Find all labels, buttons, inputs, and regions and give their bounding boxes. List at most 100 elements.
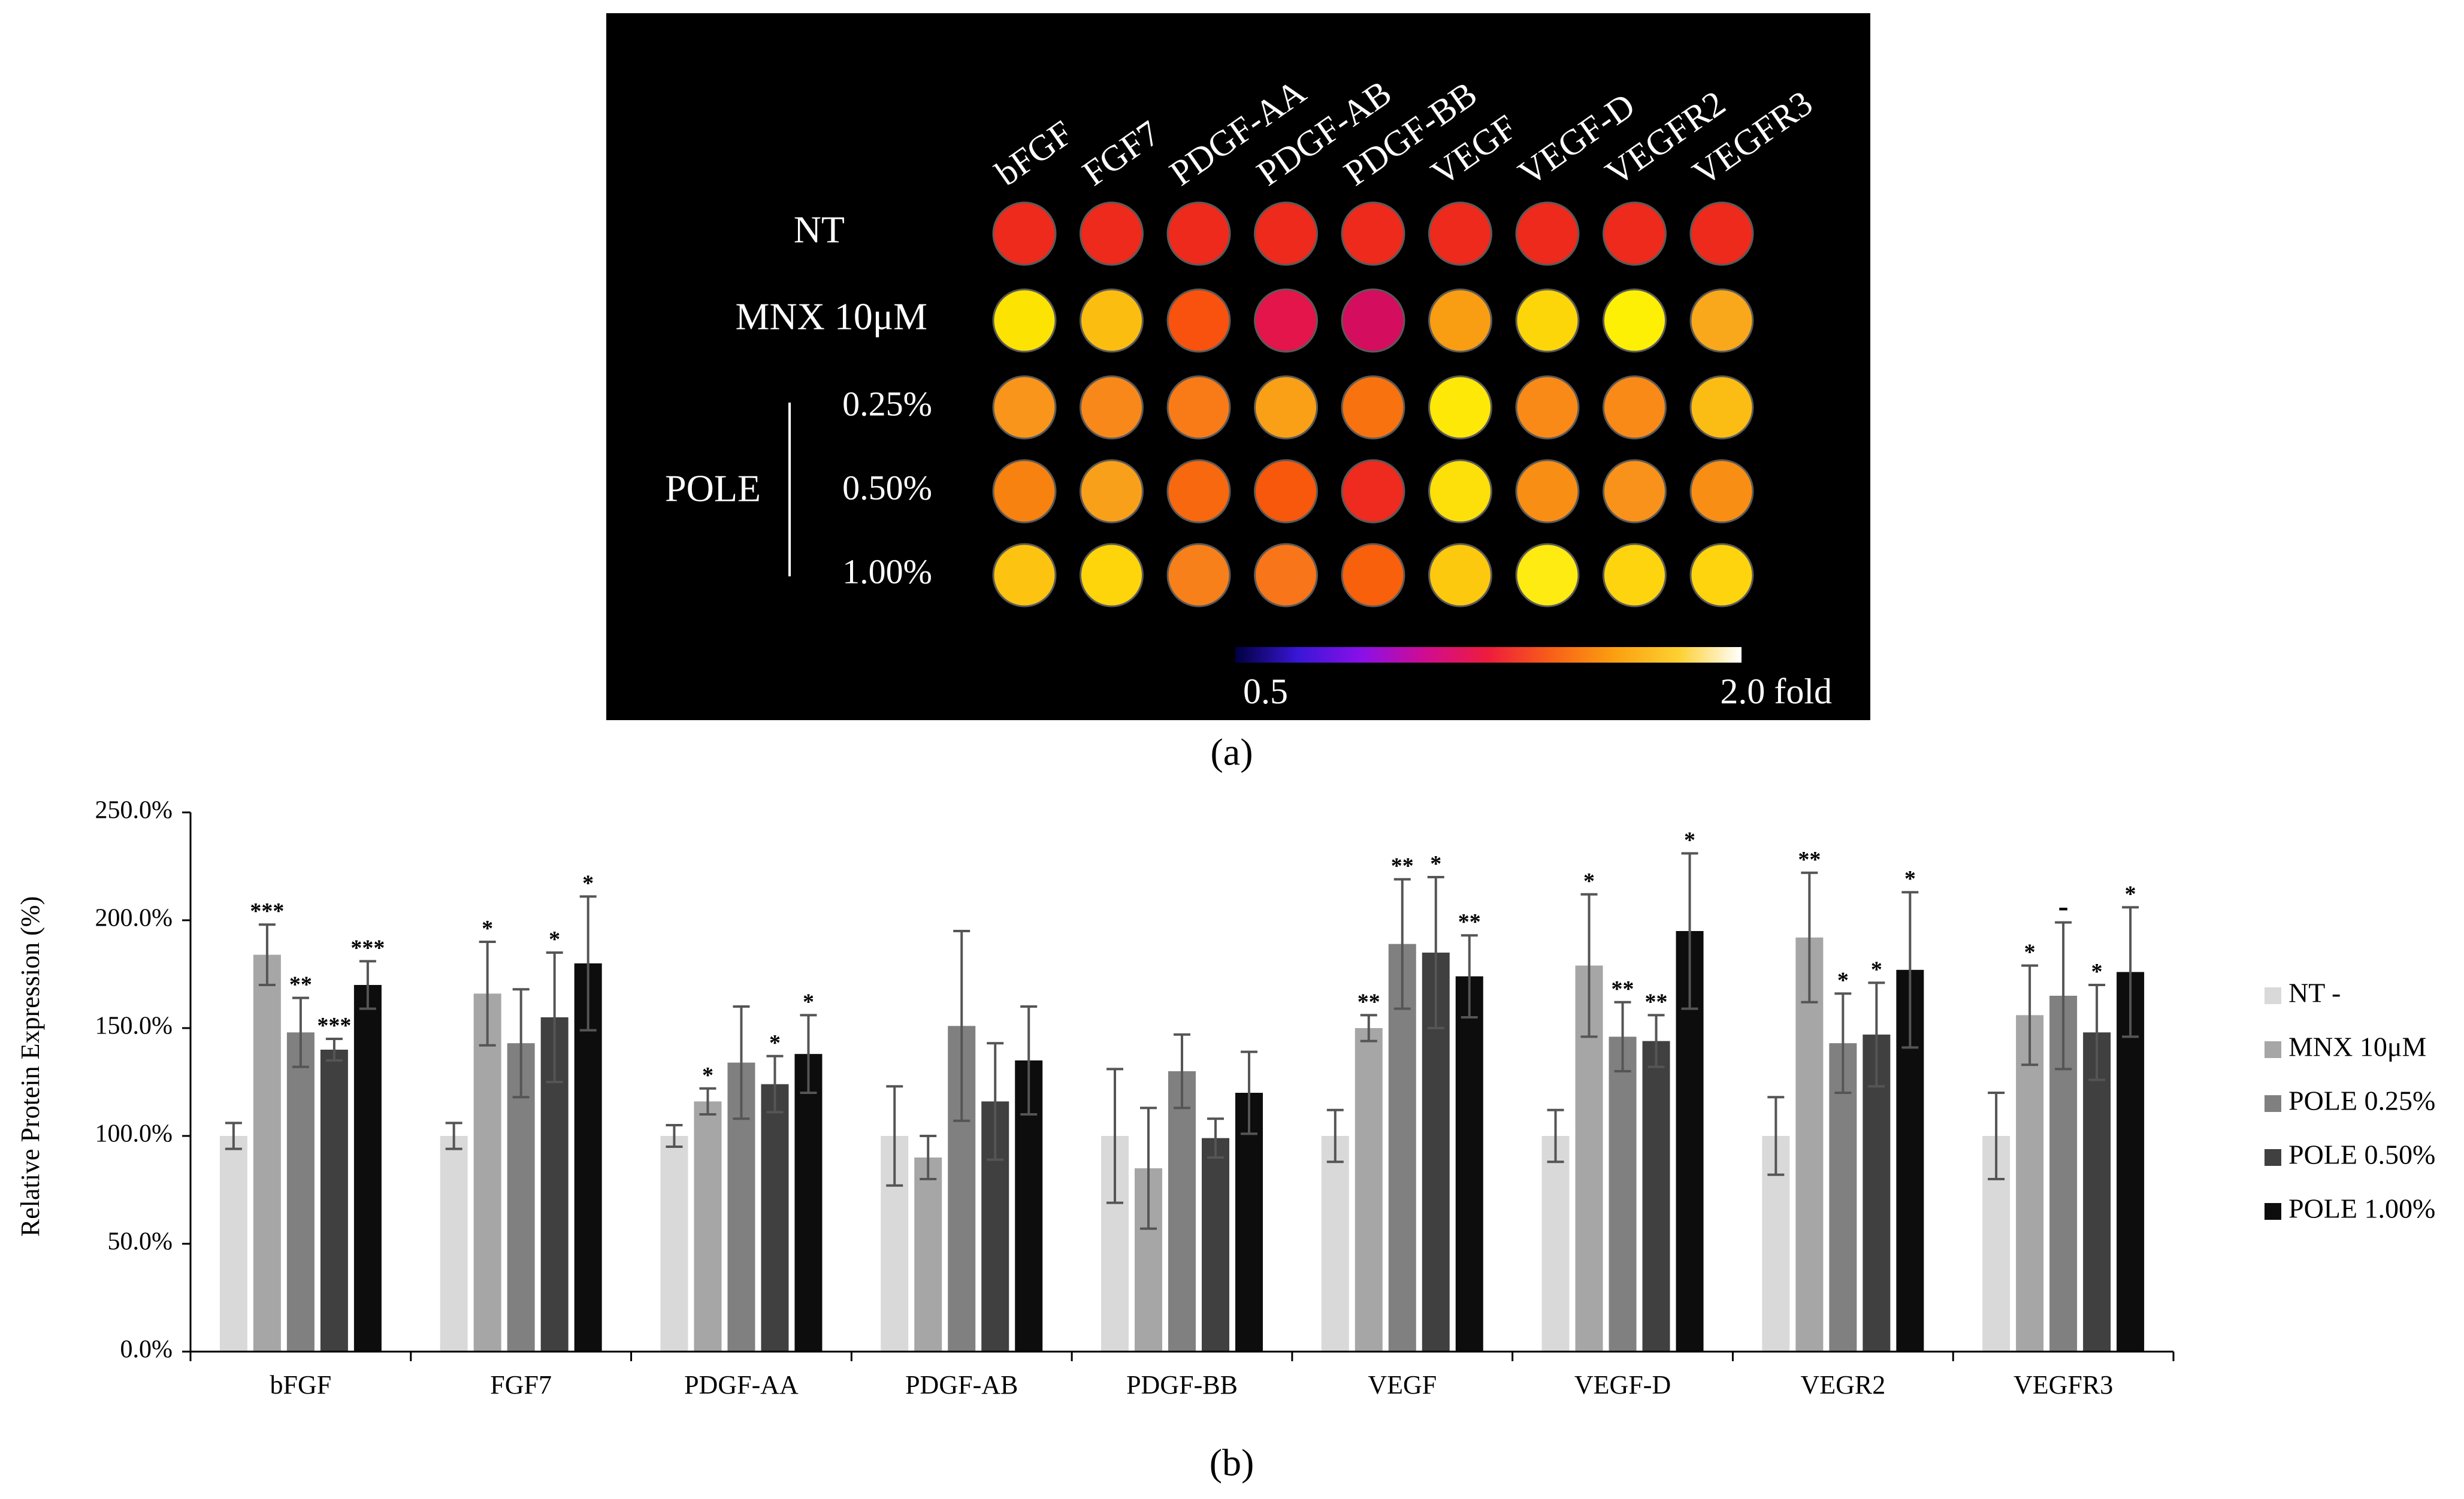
legend-label: NT - — [2288, 978, 2341, 1008]
heatmap-cell — [1080, 459, 1144, 524]
legend-label: POLE 0.50% — [2288, 1140, 2435, 1170]
heatmap-cell — [1166, 543, 1231, 608]
heatmap-cell — [1341, 288, 1405, 353]
heatmap-cell — [1428, 543, 1492, 608]
heatmap-cell — [1341, 375, 1405, 440]
significance-label: ** — [1358, 989, 1380, 1014]
bar — [1795, 937, 1824, 1352]
x-tick-label: VEGF-D — [1574, 1370, 1671, 1400]
heatmap-cell — [1689, 288, 1754, 353]
bar — [286, 1032, 315, 1352]
significance-label: ** — [1798, 847, 1821, 872]
bar — [353, 985, 382, 1352]
series-3: ********* * — [317, 851, 2111, 1352]
bar — [1388, 944, 1416, 1352]
heatmap-cell — [1254, 543, 1318, 608]
bar — [320, 1050, 348, 1352]
heatmap-cell — [1515, 459, 1580, 524]
heatmap-cell — [1166, 288, 1231, 353]
bar — [473, 993, 501, 1352]
heatmap-cell — [992, 459, 1057, 524]
heatmap-cell — [1428, 459, 1492, 524]
series-4: ********** — [350, 827, 2145, 1352]
bar — [1235, 1093, 1263, 1352]
significance-label: *** — [317, 1013, 351, 1038]
legend-label: POLE 1.00% — [2288, 1193, 2435, 1224]
significance-label: * — [1684, 827, 1695, 853]
panel-b-caption: (b) — [1210, 1441, 1254, 1484]
heatmap-cell — [1254, 375, 1318, 440]
bar — [2083, 1032, 2111, 1352]
y-tick-label: 150.0% — [95, 1013, 173, 1040]
heatmap-cell — [1689, 375, 1754, 440]
series-2: ****** *- — [286, 854, 2078, 1352]
bar — [1609, 1036, 1637, 1352]
heatmap-cell — [992, 201, 1057, 266]
heatmap-cell — [1166, 459, 1231, 524]
significance-label: * — [1583, 869, 1595, 894]
bar — [694, 1101, 722, 1352]
significance-label: * — [582, 871, 594, 896]
heatmap-cell — [1603, 543, 1667, 608]
heatmap-cell — [1428, 375, 1492, 440]
x-tick-label: PDGF-AB — [905, 1370, 1018, 1400]
heatmap-cell — [1515, 543, 1580, 608]
colorbar — [1235, 647, 1742, 663]
heatmap-cell — [1603, 459, 1667, 524]
significance-label: * — [2091, 959, 2103, 984]
x-tick-label: VEGFR3 — [2013, 1370, 2113, 1400]
heatmap-cells — [992, 201, 1754, 608]
significance-label: * — [2125, 881, 2136, 906]
legend-swatch — [2265, 1095, 2281, 1112]
significance-label: * — [1430, 851, 1441, 877]
bar — [2016, 1015, 2044, 1352]
row-label-pole: POLE — [665, 467, 761, 510]
x-tick-label: PDGF-BB — [1126, 1370, 1238, 1400]
bar — [1455, 976, 1483, 1352]
x-tick-label: VEGF — [1368, 1370, 1437, 1400]
bar — [794, 1054, 823, 1352]
heatmap-cell — [1341, 201, 1405, 266]
bar — [1168, 1071, 1196, 1352]
bar — [1541, 1136, 1570, 1352]
x-tick-label: VEGR2 — [1800, 1370, 1885, 1400]
panel-a: bFGFFGF7PDGF-AAPDGF-ABPDGF-BBVEGFVEGF-DV… — [606, 13, 1870, 773]
bar — [253, 954, 281, 1352]
heatmap-cell — [1341, 459, 1405, 524]
heatmap-cell — [1689, 201, 1754, 266]
row-label-mnx: MNX 10μM — [735, 295, 927, 338]
significance-label: * — [803, 989, 814, 1014]
x-tick-label: bFGF — [270, 1370, 332, 1400]
legend-swatch — [2265, 1203, 2281, 1220]
colorbar-min-label: 0.5 — [1243, 672, 1288, 711]
significance-label: - — [2058, 890, 2068, 924]
legend-label: POLE 0.25% — [2288, 1086, 2435, 1116]
bar — [761, 1084, 789, 1352]
heatmap-cell — [1166, 375, 1231, 440]
heatmap-cell — [1689, 459, 1754, 524]
heatmap-cell — [1080, 201, 1144, 266]
heatmap-cell — [1603, 201, 1667, 266]
heatmap-cell — [1515, 375, 1580, 440]
significance-label: * — [549, 927, 560, 952]
y-tick-label: 250.0% — [95, 797, 173, 824]
heatmap-cell — [1428, 201, 1492, 266]
bar — [1355, 1028, 1383, 1352]
bar-series: ***************** *-********* *********** — [219, 827, 2145, 1352]
bar — [914, 1158, 942, 1352]
heatmap-cell — [1254, 288, 1318, 353]
significance-label: * — [1904, 866, 1916, 891]
significance-label: * — [482, 916, 493, 941]
significance-label: ** — [1458, 909, 1481, 935]
colorbar-max-label: 2.0 fold — [1720, 672, 1832, 711]
heatmap-cell — [992, 543, 1057, 608]
significance-label: * — [769, 1030, 781, 1056]
x-tick-label: PDGF-AA — [684, 1370, 799, 1400]
heatmap-cell — [1603, 288, 1667, 353]
significance-label: * — [1871, 957, 1882, 982]
row-label-pole-050: 0.50% — [842, 468, 932, 507]
heatmap-cell — [992, 288, 1057, 353]
legend-swatch — [2265, 1149, 2281, 1166]
heatmap-cell — [1515, 201, 1580, 266]
y-axis-title: Relative Protein Expression (%) — [16, 896, 45, 1237]
